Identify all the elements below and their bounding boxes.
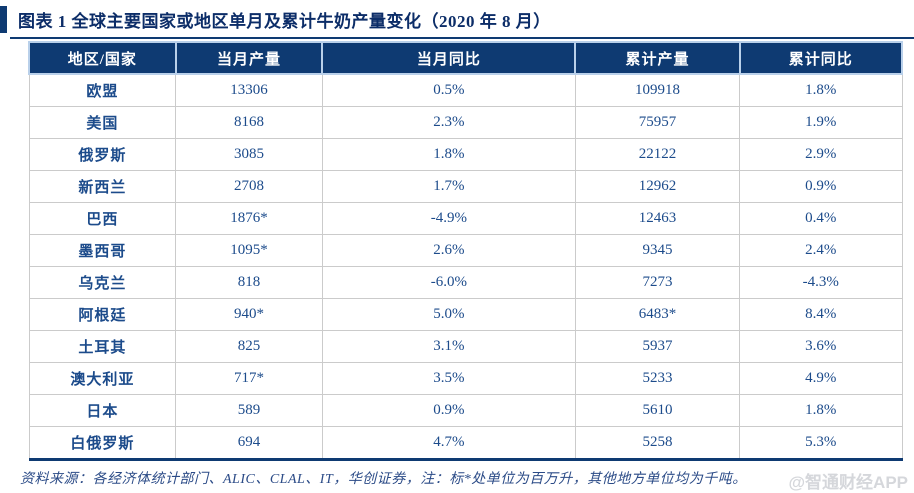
value-cell: 3085 xyxy=(175,138,323,171)
value-cell: -4.9% xyxy=(321,202,576,235)
header-monthly-output: 当月产量 xyxy=(174,41,324,75)
header-cumulative-yoy: 累计同比 xyxy=(738,41,904,75)
value-cell: 75957 xyxy=(574,106,741,139)
region-cell: 新西兰 xyxy=(28,170,177,203)
value-cell: 1876* xyxy=(175,202,323,235)
table-row: 乌克兰 818 -6.0% 7273 -4.3% xyxy=(28,266,903,299)
value-cell: 7273 xyxy=(574,266,741,299)
table-row: 土耳其 825 3.1% 5937 3.6% xyxy=(28,330,903,363)
source-note: 资料来源：各经济体统计部门、ALIC、CLAL、IT，华创证券，注：标*处单位为… xyxy=(20,472,747,487)
header-cumulative-output: 累计产量 xyxy=(574,41,741,75)
value-cell: 5233 xyxy=(574,362,741,395)
value-cell: 9345 xyxy=(574,234,741,267)
table-row: 日本 589 0.9% 5610 1.8% xyxy=(28,394,903,427)
region-cell: 巴西 xyxy=(28,202,177,235)
table-row: 墨西哥 1095* 2.6% 9345 2.4% xyxy=(28,234,903,267)
table-row: 阿根廷 940* 5.0% 6483* 8.4% xyxy=(28,298,903,331)
value-cell: 3.1% xyxy=(321,330,576,363)
value-cell: -4.3% xyxy=(739,266,903,299)
table-row: 巴西 1876* -4.9% 12463 0.4% xyxy=(28,202,903,235)
value-cell: 3.5% xyxy=(321,362,576,395)
region-cell: 澳大利亚 xyxy=(28,362,177,395)
value-cell: 5610 xyxy=(574,394,741,427)
region-cell: 土耳其 xyxy=(28,330,177,363)
value-cell: 8.4% xyxy=(739,298,903,331)
value-cell: 6483* xyxy=(574,298,741,331)
region-cell: 墨西哥 xyxy=(28,234,177,267)
value-cell: 5.0% xyxy=(321,298,576,331)
table-row: 俄罗斯 3085 1.8% 22122 2.9% xyxy=(28,138,903,171)
milk-production-table: 地区/国家 当月产量 当月同比 累计产量 累计同比 欧盟 13306 0.5% 109… xyxy=(28,41,904,461)
value-cell: 940* xyxy=(175,298,323,331)
region-cell: 欧盟 xyxy=(28,73,177,107)
value-cell: 22122 xyxy=(574,138,741,171)
value-cell: 2.6% xyxy=(321,234,576,267)
value-cell: 717* xyxy=(175,362,323,395)
table-header-row: 地区/国家 当月产量 当月同比 累计产量 累计同比 xyxy=(28,41,904,75)
table-row: 新西兰 2708 1.7% 12962 0.9% xyxy=(28,170,903,203)
value-cell: 2708 xyxy=(175,170,323,203)
header-monthly-yoy: 当月同比 xyxy=(321,41,577,75)
value-cell: 5937 xyxy=(574,330,741,363)
value-cell: 818 xyxy=(175,266,323,299)
table-container: 地区/国家 当月产量 当月同比 累计产量 累计同比 欧盟 13306 0.5% 109… xyxy=(0,39,914,461)
value-cell: 12463 xyxy=(574,202,741,235)
region-cell: 阿根廷 xyxy=(28,298,177,331)
header-region-country: 地区/国家 xyxy=(28,41,177,75)
region-cell: 乌克兰 xyxy=(28,266,177,299)
figure-footer: 资料来源：各经济体统计部门、ALIC、CLAL、IT，华创证券，注：标*处单位为… xyxy=(0,461,914,493)
value-cell: 1.7% xyxy=(321,170,576,203)
table-row: 澳大利亚 717* 3.5% 5233 4.9% xyxy=(28,362,903,395)
region-cell: 白俄罗斯 xyxy=(28,426,177,461)
value-cell: 4.9% xyxy=(739,362,903,395)
figure-title-row: 图表 1 全球主要国家或地区单月及累计牛奶产量变化（2020 年 8 月） xyxy=(0,0,914,37)
value-cell: 1.9% xyxy=(739,106,903,139)
value-cell: 12962 xyxy=(574,170,741,203)
table-body: 欧盟 13306 0.5% 109918 1.8% 美国 8168 2.3% 75957 1.9%… xyxy=(28,73,903,461)
region-cell: 俄罗斯 xyxy=(28,138,177,171)
value-cell: 1.8% xyxy=(739,73,903,107)
title-accent-bar xyxy=(0,5,7,33)
value-cell: 825 xyxy=(175,330,323,363)
figure-title: 图表 1 全球主要国家或地区单月及累计牛奶产量变化（2020 年 8 月） xyxy=(18,11,551,31)
value-cell: 0.5% xyxy=(321,73,576,107)
value-cell: -6.0% xyxy=(321,266,576,299)
value-cell: 2.4% xyxy=(739,234,903,267)
value-cell: 3.6% xyxy=(739,330,903,363)
value-cell: 694 xyxy=(175,426,323,461)
value-cell: 8168 xyxy=(175,106,323,139)
value-cell: 0.4% xyxy=(739,202,903,235)
table-row: 美国 8168 2.3% 75957 1.9% xyxy=(28,106,903,139)
table-row: 白俄罗斯 694 4.7% 5258 5.3% xyxy=(28,426,903,461)
table-row: 欧盟 13306 0.5% 109918 1.8% xyxy=(28,73,903,107)
region-cell: 日本 xyxy=(28,394,177,427)
value-cell: 4.7% xyxy=(321,426,576,461)
value-cell: 1.8% xyxy=(739,394,903,427)
region-cell: 美国 xyxy=(28,106,177,139)
value-cell: 1.8% xyxy=(321,138,576,171)
value-cell: 2.9% xyxy=(739,138,903,171)
value-cell: 109918 xyxy=(574,73,741,107)
value-cell: 2.3% xyxy=(321,106,576,139)
value-cell: 589 xyxy=(175,394,323,427)
watermark: @智通财经APP xyxy=(788,473,908,492)
value-cell: 5258 xyxy=(574,426,741,461)
value-cell: 5.3% xyxy=(739,426,903,461)
title-underline xyxy=(10,37,914,39)
value-cell: 1095* xyxy=(175,234,323,267)
value-cell: 13306 xyxy=(175,73,323,107)
value-cell: 0.9% xyxy=(739,170,903,203)
value-cell: 0.9% xyxy=(321,394,576,427)
